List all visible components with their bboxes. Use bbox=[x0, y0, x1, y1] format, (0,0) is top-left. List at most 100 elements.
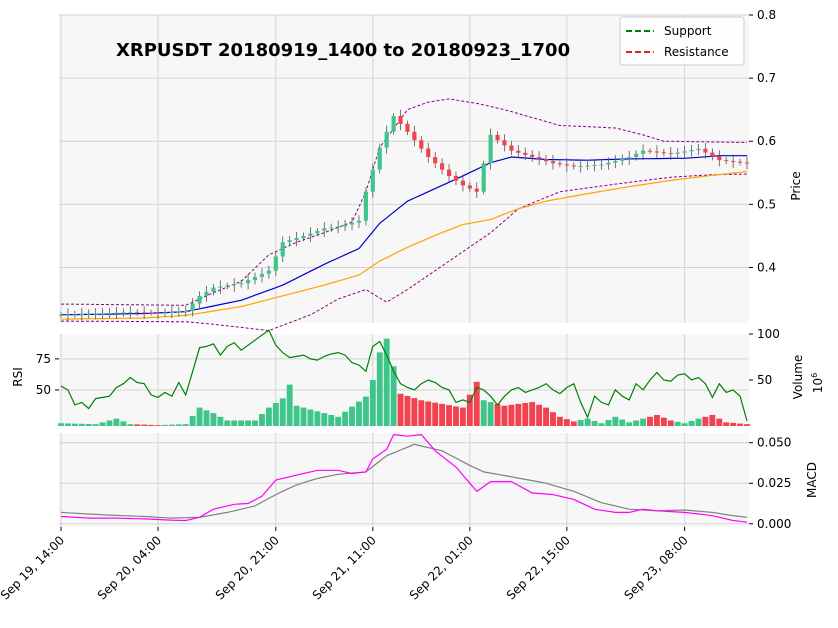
candle-body-2 bbox=[72, 314, 77, 316]
macd-panel-bg bbox=[59, 433, 749, 527]
candle-body-19 bbox=[190, 303, 195, 312]
candle-body-5 bbox=[93, 313, 98, 315]
candle-body-32 bbox=[280, 242, 285, 257]
volume-bar-38 bbox=[321, 413, 328, 426]
macd-tick-label-1: 0.025 bbox=[757, 476, 791, 490]
volume-bar-97 bbox=[730, 422, 737, 426]
volume-bar-62 bbox=[487, 402, 494, 426]
candle-body-81 bbox=[620, 158, 625, 161]
candle-body-84 bbox=[640, 150, 646, 154]
volume-bar-52 bbox=[418, 400, 425, 426]
volume-tick-label-0: 50 bbox=[757, 373, 772, 387]
volume-bar-67 bbox=[522, 403, 529, 426]
candle-body-25 bbox=[232, 284, 237, 286]
candle-body-85 bbox=[647, 150, 653, 152]
volume-bar-74 bbox=[570, 421, 577, 426]
candle-body-12 bbox=[142, 312, 147, 314]
rsi-volume-panel-bg bbox=[59, 334, 749, 426]
candle-body-31 bbox=[273, 256, 278, 271]
volume-bar-50 bbox=[404, 395, 411, 426]
volume-bar-87 bbox=[660, 417, 667, 426]
volume-bar-1 bbox=[64, 423, 71, 426]
volume-bar-58 bbox=[459, 407, 466, 426]
volume-bar-80 bbox=[612, 416, 619, 426]
volume-bar-84 bbox=[640, 418, 647, 426]
candle-body-17 bbox=[176, 311, 181, 313]
candle-body-6 bbox=[100, 313, 105, 315]
volume-bar-53 bbox=[425, 401, 432, 426]
volume-bar-33 bbox=[286, 384, 293, 426]
volume-bar-94 bbox=[709, 414, 716, 426]
volume-bar-5 bbox=[92, 424, 99, 426]
volume-bar-88 bbox=[667, 420, 674, 426]
volume-bar-37 bbox=[314, 411, 321, 426]
candle-body-71 bbox=[550, 161, 556, 164]
volume-bar-85 bbox=[647, 416, 653, 426]
candle-body-51 bbox=[412, 131, 417, 141]
legend-resistance-label: Resistance bbox=[664, 45, 729, 59]
volume-bar-45 bbox=[369, 380, 376, 426]
rsi-line bbox=[60, 329, 748, 422]
candle-body-39 bbox=[329, 227, 334, 229]
candles bbox=[58, 109, 750, 322]
candle-body-28 bbox=[252, 276, 258, 281]
candle-body-93 bbox=[703, 148, 708, 153]
volume-bar-55 bbox=[439, 403, 446, 426]
candle-body-50 bbox=[405, 123, 410, 132]
volume-bar-95 bbox=[716, 418, 723, 426]
volume-bar-26 bbox=[238, 420, 245, 426]
macd-signal-line bbox=[60, 443, 748, 519]
volume-bar-43 bbox=[356, 401, 362, 426]
volume-bar-73 bbox=[563, 419, 570, 426]
volume-unit-base: 10 bbox=[811, 378, 825, 393]
candle-body-43 bbox=[356, 220, 362, 223]
volume-bar-63 bbox=[494, 403, 501, 426]
volume-bar-19 bbox=[189, 415, 196, 426]
macd-axis-label: MACD bbox=[805, 462, 819, 498]
candle-body-54 bbox=[433, 157, 438, 164]
candle-body-77 bbox=[592, 165, 597, 167]
volume-bar-47 bbox=[383, 338, 390, 426]
legend-support-label: Support bbox=[664, 24, 712, 38]
candle-body-33 bbox=[287, 240, 292, 243]
candle-body-98 bbox=[737, 161, 743, 163]
volume-bar-7 bbox=[106, 420, 113, 426]
volume-bar-21 bbox=[203, 410, 210, 426]
volume-bar-75 bbox=[577, 420, 584, 426]
price-tick-label-3: 0.7 bbox=[757, 71, 776, 85]
candle-body-14 bbox=[155, 312, 161, 314]
volume-bar-3 bbox=[78, 423, 85, 426]
volume-bar-27 bbox=[245, 420, 252, 426]
ma-fast-line bbox=[60, 155, 747, 316]
volume-bar-2 bbox=[71, 423, 78, 426]
candle-body-67 bbox=[523, 152, 528, 155]
candle-body-27 bbox=[246, 280, 251, 284]
candle-body-86 bbox=[654, 151, 659, 153]
candle-body-9 bbox=[121, 312, 126, 314]
volume-bar-46 bbox=[376, 352, 383, 426]
candle-body-36 bbox=[308, 233, 313, 236]
volume-bar-98 bbox=[737, 423, 744, 426]
price-tick-label-2: 0.6 bbox=[757, 134, 776, 148]
candle-body-24 bbox=[225, 285, 230, 287]
candle-body-37 bbox=[315, 230, 320, 234]
candle-body-68 bbox=[530, 154, 535, 158]
candle-body-10 bbox=[128, 312, 133, 314]
candle-body-23 bbox=[218, 286, 223, 288]
volume-bar-48 bbox=[390, 366, 397, 426]
volume-bar-22 bbox=[210, 413, 217, 426]
volume-bar-61 bbox=[480, 400, 487, 426]
volume-bar-60 bbox=[473, 381, 480, 426]
candle-body-21 bbox=[204, 291, 209, 296]
candle-body-63 bbox=[495, 134, 500, 141]
candle-body-30 bbox=[266, 270, 271, 274]
volume-bar-71 bbox=[550, 412, 556, 426]
volume-bar-56 bbox=[446, 405, 452, 426]
candle-body-60 bbox=[474, 188, 479, 192]
candle-body-47 bbox=[384, 131, 389, 148]
candle-body-76 bbox=[585, 165, 590, 167]
candle-body-97 bbox=[731, 160, 736, 162]
volume-bar-20 bbox=[196, 407, 203, 426]
volume-bar-6 bbox=[99, 422, 106, 426]
